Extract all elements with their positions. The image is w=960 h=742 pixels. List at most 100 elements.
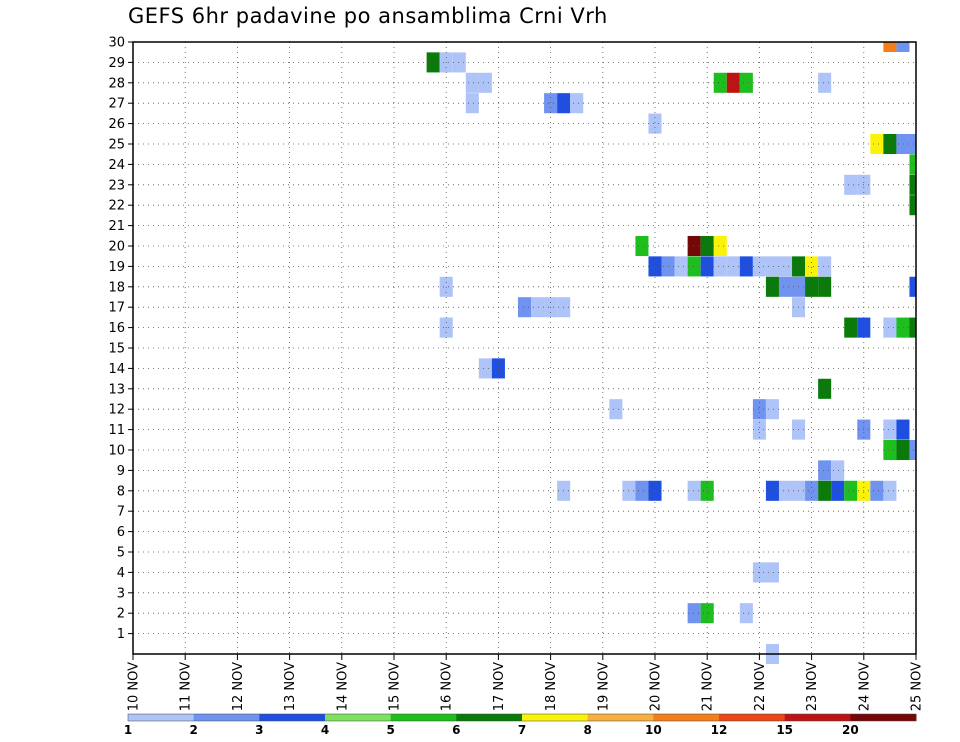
y-tick-label: 19 (108, 260, 125, 275)
colorbar-segment (522, 714, 589, 721)
heatmap-cell (818, 378, 832, 399)
y-tick-label: 2 (117, 607, 125, 622)
heatmap-cell (870, 133, 884, 155)
y-tick-label: 14 (108, 362, 125, 377)
colorbar-label: 5 (386, 723, 394, 737)
x-tick-label: 19 NOV (596, 662, 611, 711)
x-tick-label: 22 NOV (753, 662, 768, 711)
heatmap-cell (544, 93, 558, 114)
heatmap-cell (478, 72, 492, 93)
x-tick-label: 24 NOV (857, 662, 872, 711)
heatmap-cell (570, 93, 584, 114)
heatmap-cell (752, 256, 766, 277)
colorbar: 1 2 3 4 5 6 7 8 10 12 15 20 (124, 713, 917, 737)
x-tick-label: 20 NOV (649, 662, 664, 711)
x-tick-label: 18 NOV (544, 662, 559, 711)
x-tick-label: 11 NOV (179, 662, 194, 711)
heatmap-cell (752, 399, 766, 420)
heatmap-cell (765, 256, 779, 277)
y-tick-label: 23 (108, 178, 125, 193)
colorbar-segment (259, 714, 326, 721)
y-tick-label: 18 (108, 280, 125, 295)
heatmap-cell (687, 603, 701, 624)
heatmap-cell (439, 276, 453, 297)
heatmap-cell (909, 317, 916, 338)
colorbar-segment (456, 714, 523, 721)
colorbar-segment (719, 714, 786, 721)
x-axis: 10 NOV 11 NOV 12 NOV 13 NOV 14 NOV 15 NOV 16 N… (127, 654, 925, 711)
colorbar-label: 8 (583, 723, 591, 737)
colorbar-label: 3 (255, 723, 263, 737)
heatmap-cell (609, 399, 623, 420)
y-tick-label: 1 (117, 627, 125, 642)
heatmap-cell (648, 113, 662, 134)
colorbar-segment (587, 714, 654, 721)
heatmap-cell (739, 256, 753, 277)
colorbar-label: 15 (776, 723, 793, 737)
y-tick-label: 29 (108, 56, 125, 71)
y-tick-label: 28 (108, 76, 125, 91)
y-tick-label: 16 (108, 321, 125, 336)
x-tick-label: 12 NOV (231, 662, 246, 711)
colorbar-segment (653, 714, 720, 721)
heatmap-cell (909, 133, 916, 155)
heatmap-cell (765, 276, 779, 297)
heatmap-cell (765, 480, 779, 501)
heatmap-cell (700, 480, 714, 501)
x-tick-label: 21 NOV (701, 662, 716, 711)
heatmap-cell (818, 480, 832, 501)
heatmap-cell (805, 480, 819, 501)
heatmap-cell (465, 93, 479, 114)
heatmap-cell (896, 42, 910, 53)
heatmap-cell (687, 235, 701, 257)
y-tick-label: 22 (108, 199, 125, 214)
heatmap-cell (465, 72, 479, 93)
heatmap-cell (739, 72, 753, 93)
y-tick-label: 30 (108, 36, 125, 51)
heatmap-cell (648, 256, 662, 277)
heatmap-cell (517, 297, 532, 318)
heatmap-cell (844, 174, 858, 195)
heatmap-cell (778, 256, 793, 277)
heatmap-cell (909, 276, 916, 297)
y-tick-label: 4 (117, 566, 125, 581)
y-tick-label: 27 (108, 97, 125, 112)
x-tick-label: 16 NOV (440, 662, 455, 711)
y-tick-label: 17 (108, 301, 125, 316)
heatmap-cell (635, 235, 649, 257)
heatmap-cell (674, 256, 688, 277)
heatmap-cell (687, 256, 701, 277)
heatmap-cell (713, 72, 727, 93)
heatmap-cell (765, 562, 779, 583)
heatmap-cell (700, 256, 714, 277)
y-tick-label: 10 (108, 444, 125, 459)
grid-lines (133, 41, 916, 654)
heatmap-cell (700, 235, 714, 257)
heatmap-cell (452, 52, 466, 73)
x-tick-label: 15 NOV (388, 662, 403, 711)
heatmap-cell (805, 256, 819, 277)
heatmap-cell (883, 439, 897, 461)
heatmap-cell (909, 439, 916, 461)
y-tick-label: 6 (117, 525, 125, 540)
colorbar-label: 6 (452, 723, 460, 737)
heatmap-cell (531, 297, 545, 318)
heatmap-cell (883, 42, 897, 53)
y-tick-label: 25 (108, 138, 125, 153)
colorbar-label: 12 (711, 723, 728, 737)
heatmap-cell (778, 276, 793, 297)
heatmap-cell (883, 480, 897, 501)
y-tick-label: 21 (108, 219, 125, 234)
colorbar-segment (784, 714, 851, 721)
heatmap-cell (818, 276, 832, 297)
x-tick-label: 17 NOV (492, 662, 507, 711)
heatmap-cell (844, 480, 858, 501)
colorbar-label: 10 (645, 723, 662, 737)
x-tick-label: 23 NOV (805, 662, 820, 711)
heatmap-cell (870, 480, 884, 501)
y-tick-label: 20 (108, 240, 125, 255)
heatmap-cell (883, 419, 897, 440)
heatmap-cell (778, 480, 793, 501)
y-tick-label: 7 (117, 505, 125, 520)
y-tick-label: 24 (108, 158, 125, 173)
